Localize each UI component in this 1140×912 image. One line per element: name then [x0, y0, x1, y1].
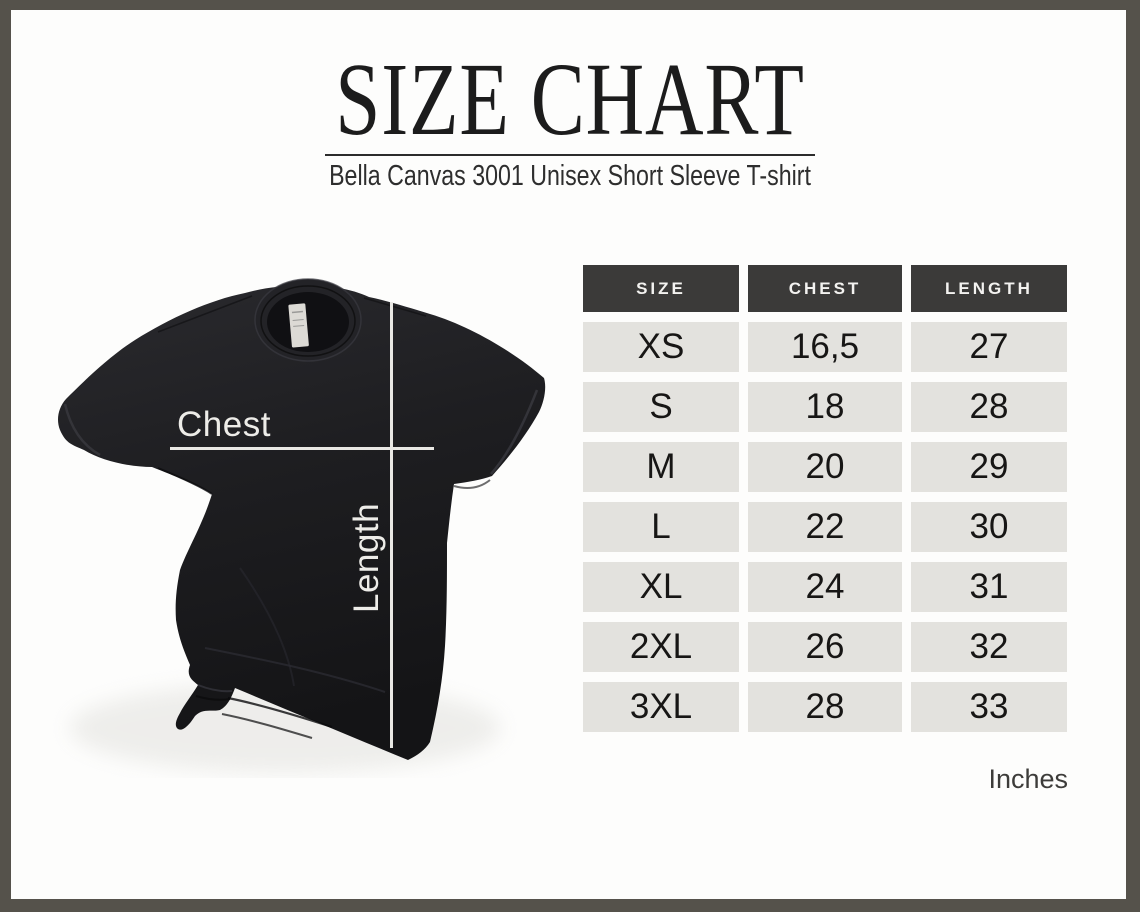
shirt-diagram: Chest Length — [40, 268, 560, 778]
size-cell: M — [583, 442, 739, 492]
length-cell: 28 — [911, 382, 1067, 432]
column-header-size: SIZE — [583, 265, 739, 312]
chest-label: Chest — [177, 405, 271, 444]
length-cell: 33 — [911, 682, 1067, 732]
size-table: SIZE CHEST LENGTH XS 16,5 27 S 18 28 M 2… — [583, 265, 1067, 732]
tshirt-body — [58, 285, 546, 760]
chest-cell: 20 — [748, 442, 902, 492]
size-cell: XL — [583, 562, 739, 612]
chest-cell: 28 — [748, 682, 902, 732]
shirt-neck-tag — [288, 303, 309, 348]
length-cell: 32 — [911, 622, 1067, 672]
tshirt-image — [58, 278, 546, 773]
chest-cell: 26 — [748, 622, 902, 672]
size-cell: L — [583, 502, 739, 552]
chest-cell: 18 — [748, 382, 902, 432]
column-header-chest: CHEST — [748, 265, 902, 312]
length-label: Length — [347, 502, 386, 614]
size-cell: 2XL — [583, 622, 739, 672]
column-header-length: LENGTH — [911, 265, 1067, 312]
collar-inner — [267, 292, 349, 352]
length-cell: 27 — [911, 322, 1067, 372]
chest-cell: 22 — [748, 502, 902, 552]
chest-measure-line — [170, 447, 434, 450]
chest-cell: 16,5 — [748, 322, 902, 372]
page-subtitle: Bella Canvas 3001 Unisex Short Sleeve T-… — [329, 160, 811, 192]
chest-cell: 24 — [748, 562, 902, 612]
length-cell: 31 — [911, 562, 1067, 612]
units-label: Inches — [988, 764, 1068, 794]
size-cell: XS — [583, 322, 739, 372]
page-title: SIZE CHART — [335, 42, 805, 157]
length-cell: 30 — [911, 502, 1067, 552]
size-cell: S — [583, 382, 739, 432]
size-cell: 3XL — [583, 682, 739, 732]
length-measure-line — [390, 302, 393, 748]
title-divider — [325, 154, 815, 156]
length-cell: 29 — [911, 442, 1067, 492]
